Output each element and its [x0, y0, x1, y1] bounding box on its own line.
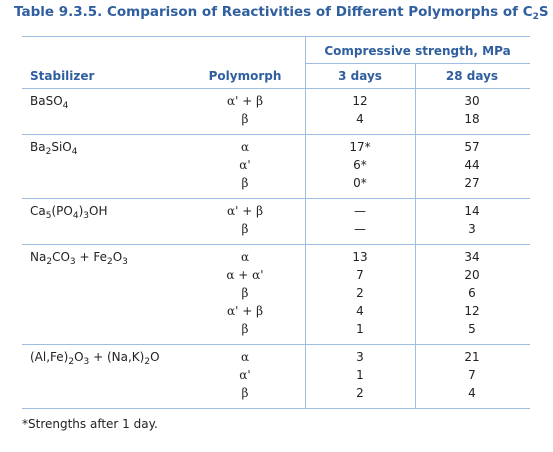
- strength: 6*: [353, 158, 367, 172]
- strength: 2: [356, 286, 364, 300]
- strength: 21: [464, 350, 480, 364]
- rule: [22, 134, 530, 135]
- polymorph: α: [240, 250, 250, 264]
- polymorph: β: [241, 222, 249, 236]
- rule: [22, 36, 530, 37]
- footnote: *Strengths after 1 day.: [22, 417, 158, 431]
- strength: 17*: [349, 140, 371, 154]
- subscript: 5: [45, 211, 52, 221]
- strength: —: [354, 204, 366, 218]
- polymorph: β: [241, 322, 249, 336]
- column-header: 3 days: [338, 69, 382, 83]
- stabilizer: Ba2SiO4: [30, 139, 77, 160]
- rule: [22, 408, 530, 409]
- strength: 7: [356, 268, 364, 282]
- stabilizer: Na2CO3 + Fe2O3: [30, 249, 128, 270]
- polymorph: β: [241, 112, 249, 126]
- text: S: [538, 4, 549, 20]
- subscript: 3: [83, 357, 90, 367]
- text: OH: [89, 204, 108, 218]
- polymorph: α' + β: [226, 204, 264, 218]
- strength: 13: [352, 250, 368, 264]
- strength: 7: [468, 368, 476, 382]
- table-title: Table 9.3.5. Comparison of Reactivities …: [14, 4, 549, 22]
- rule: [305, 63, 530, 64]
- subscript: 3: [69, 257, 76, 267]
- strength: 44: [464, 158, 480, 172]
- subscript: 3: [122, 257, 128, 267]
- rule: [22, 198, 530, 199]
- strength: 5: [468, 322, 476, 336]
- polymorph: β: [241, 286, 249, 300]
- rule: [22, 344, 530, 345]
- strength: 4: [468, 386, 476, 400]
- strength: 20: [464, 268, 480, 282]
- strength: 3: [356, 350, 364, 364]
- column-header: Stabilizer: [30, 69, 95, 83]
- polymorph: β: [241, 386, 249, 400]
- subscript: 2: [46, 257, 53, 267]
- subscript: 2: [106, 257, 113, 267]
- text: (PO: [51, 204, 73, 218]
- polymorph: α: [240, 140, 250, 154]
- strength: 18: [464, 112, 480, 126]
- subscript: 4: [72, 211, 79, 221]
- text: O: [74, 350, 84, 364]
- strength: 12: [464, 304, 480, 318]
- text: O: [112, 250, 123, 264]
- stabilizer: Ca5(PO4)3OH: [30, 203, 107, 224]
- group-header: Compressive strength, MPa: [324, 44, 511, 58]
- polymorph: α: [240, 350, 250, 364]
- text: + Fe: [75, 250, 107, 264]
- polymorph: α + α': [226, 268, 264, 282]
- strength: 57: [464, 140, 480, 154]
- rule: [305, 36, 306, 408]
- stabilizer: (Al,Fe)2O3 + (Na,K)2O: [30, 349, 160, 370]
- text: Ca: [30, 204, 46, 218]
- strength: 1: [356, 368, 364, 382]
- strength: 6: [468, 286, 476, 300]
- rule: [415, 63, 416, 408]
- strength: 14: [464, 204, 480, 218]
- text: SiO: [51, 140, 72, 154]
- strength: 30: [464, 94, 480, 108]
- polymorph: α' + β: [226, 304, 264, 318]
- strength: 12: [352, 94, 368, 108]
- polymorph: α': [239, 158, 251, 172]
- text: ): [78, 204, 84, 218]
- column-header: Polymorph: [208, 69, 282, 83]
- subscript: 4: [71, 147, 78, 157]
- subscript: 2: [532, 12, 539, 22]
- text: CO: [52, 250, 70, 264]
- subscript: 2: [45, 147, 52, 157]
- polymorph: α': [239, 368, 251, 382]
- text: Table 9.3.5. Comparison of Reactivities …: [14, 4, 533, 20]
- strength: 2: [356, 386, 364, 400]
- text: BaSO: [30, 94, 63, 108]
- subscript: 3: [83, 211, 89, 221]
- text: O: [150, 350, 160, 364]
- strength: 3: [468, 222, 476, 236]
- strength: 4: [356, 304, 364, 318]
- strength: 34: [464, 250, 480, 264]
- strength: —: [354, 222, 366, 236]
- subscript: 2: [144, 357, 151, 367]
- strength: 1: [356, 322, 364, 336]
- strength: 4: [356, 112, 364, 126]
- text: Ba: [30, 140, 46, 154]
- text: + (Na,K): [89, 350, 145, 364]
- polymorph: β: [241, 176, 249, 190]
- rule: [22, 244, 530, 245]
- strength: 0*: [353, 176, 367, 190]
- subscript: 4: [62, 101, 69, 111]
- text: Na: [30, 250, 47, 264]
- polymorph: α' + β: [226, 94, 264, 108]
- subscript: 2: [68, 357, 75, 367]
- stabilizer: BaSO4: [30, 93, 68, 114]
- column-header: 28 days: [445, 69, 499, 83]
- rule: [22, 88, 530, 89]
- strength: 27: [464, 176, 480, 190]
- text: (Al,Fe): [30, 350, 69, 364]
